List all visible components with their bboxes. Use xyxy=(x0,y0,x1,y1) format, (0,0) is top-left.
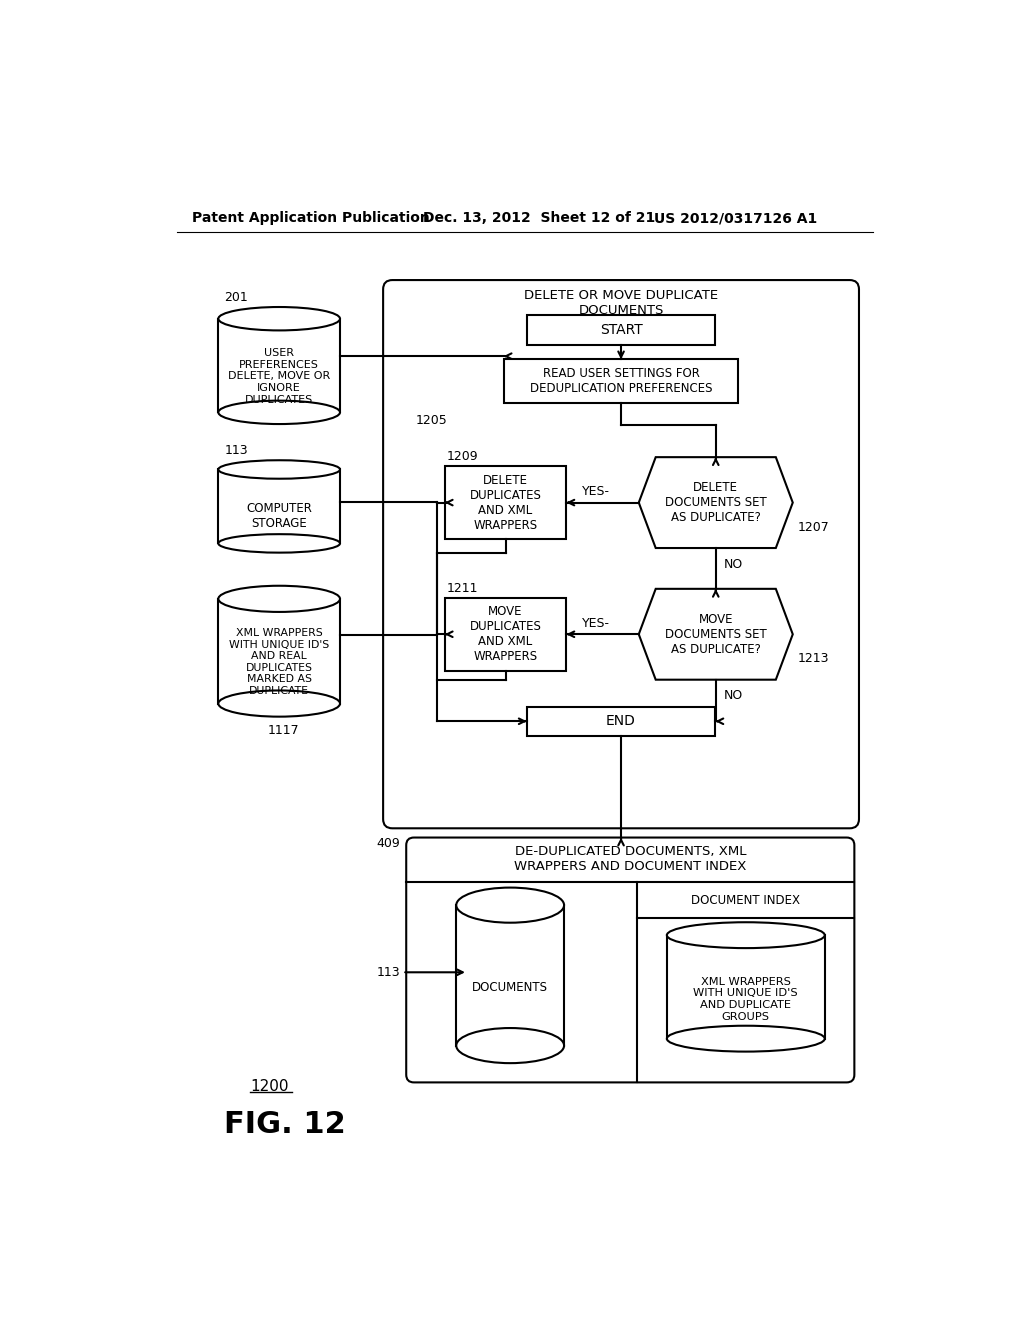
Bar xyxy=(526,706,716,737)
Ellipse shape xyxy=(667,1026,824,1052)
Text: 409: 409 xyxy=(376,837,400,850)
Text: 201: 201 xyxy=(224,292,248,305)
Polygon shape xyxy=(639,589,793,680)
Text: 113: 113 xyxy=(224,445,248,458)
Text: YES-: YES- xyxy=(583,484,610,498)
Ellipse shape xyxy=(218,690,340,717)
Bar xyxy=(444,598,566,671)
Text: DELETE
DUPLICATES
AND XML
WRAPPERS: DELETE DUPLICATES AND XML WRAPPERS xyxy=(470,474,542,532)
Text: DELETE
DOCUMENTS SET
AS DUPLICATE?: DELETE DOCUMENTS SET AS DUPLICATE? xyxy=(665,480,767,524)
Text: MOVE
DUPLICATES
AND XML
WRAPPERS: MOVE DUPLICATES AND XML WRAPPERS xyxy=(470,606,542,663)
Text: 113: 113 xyxy=(377,966,400,979)
Bar xyxy=(504,359,738,404)
Bar xyxy=(667,935,824,1039)
Text: 1213: 1213 xyxy=(798,652,828,665)
Bar xyxy=(526,315,716,345)
Text: MOVE
DOCUMENTS SET
AS DUPLICATE?: MOVE DOCUMENTS SET AS DUPLICATE? xyxy=(665,612,767,656)
Text: Patent Application Publication: Patent Application Publication xyxy=(193,211,430,226)
Text: COMPUTER
STORAGE: COMPUTER STORAGE xyxy=(246,502,312,529)
Text: US 2012/0317126 A1: US 2012/0317126 A1 xyxy=(654,211,817,226)
Text: YES-: YES- xyxy=(583,616,610,630)
Text: XML WRAPPERS
WITH UNIQUE ID'S
AND REAL
DUPLICATES
MARKED AS
DUPLICATE: XML WRAPPERS WITH UNIQUE ID'S AND REAL D… xyxy=(229,628,330,696)
Bar xyxy=(218,599,340,704)
Bar xyxy=(218,470,340,544)
Text: DOCUMENT INDEX: DOCUMENT INDEX xyxy=(691,894,801,907)
Polygon shape xyxy=(639,457,793,548)
Text: USER
PREFERENCES
DELETE, MOVE OR
IGNORE
DUPLICATES: USER PREFERENCES DELETE, MOVE OR IGNORE … xyxy=(228,348,331,404)
Ellipse shape xyxy=(218,461,340,479)
Text: NO: NO xyxy=(724,689,742,702)
Text: 1117: 1117 xyxy=(267,723,299,737)
Ellipse shape xyxy=(457,887,564,923)
Text: XML WRAPPERS
WITH UNIQUE ID'S
AND DUPLICATE
GROUPS: XML WRAPPERS WITH UNIQUE ID'S AND DUPLIC… xyxy=(693,977,798,1022)
Text: FIG. 12: FIG. 12 xyxy=(223,1110,345,1139)
Text: DE-DUPLICATED DOCUMENTS, XML
WRAPPERS AND DOCUMENT INDEX: DE-DUPLICATED DOCUMENTS, XML WRAPPERS AN… xyxy=(514,845,746,873)
Text: DOCUMENTS: DOCUMENTS xyxy=(472,981,548,994)
Bar xyxy=(457,906,564,1045)
Text: 1205: 1205 xyxy=(416,413,447,426)
Text: START: START xyxy=(600,323,642,337)
Text: Dec. 13, 2012  Sheet 12 of 21: Dec. 13, 2012 Sheet 12 of 21 xyxy=(423,211,655,226)
FancyBboxPatch shape xyxy=(407,838,854,1082)
Text: 1209: 1209 xyxy=(446,450,478,463)
Ellipse shape xyxy=(218,308,340,330)
Text: READ USER SETTINGS FOR
DEDUPLICATION PREFERENCES: READ USER SETTINGS FOR DEDUPLICATION PRE… xyxy=(529,367,713,395)
Text: 1200: 1200 xyxy=(250,1078,289,1094)
Bar xyxy=(444,466,566,539)
Ellipse shape xyxy=(218,401,340,424)
Text: NO: NO xyxy=(724,558,742,572)
Ellipse shape xyxy=(218,535,340,553)
Ellipse shape xyxy=(457,1028,564,1063)
Ellipse shape xyxy=(667,923,824,948)
Text: DELETE OR MOVE DUPLICATE
DOCUMENTS: DELETE OR MOVE DUPLICATE DOCUMENTS xyxy=(524,289,718,317)
FancyBboxPatch shape xyxy=(383,280,859,829)
Text: END: END xyxy=(606,714,636,729)
Ellipse shape xyxy=(218,586,340,612)
Text: 1211: 1211 xyxy=(446,582,478,595)
Text: 1207: 1207 xyxy=(798,520,829,533)
Bar xyxy=(218,318,340,412)
